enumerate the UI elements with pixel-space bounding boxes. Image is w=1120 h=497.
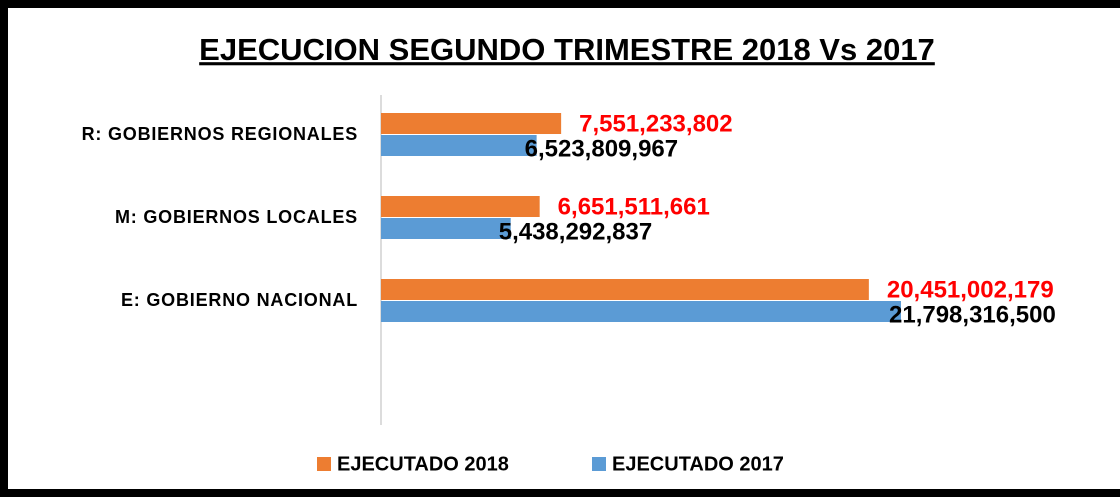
category-label: M: GOBIERNOS LOCALES [115,207,358,227]
bar [381,113,562,134]
legend-label: EJECUTADO 2018 [337,453,509,475]
legend-swatch [592,457,606,471]
category-label: R: GOBIERNOS REGIONALES [82,124,358,144]
bar [381,196,540,217]
bar [381,279,869,300]
legend-label: EJECUTADO 2017 [612,453,784,475]
value-label: 21,798,316,500 [889,301,1056,328]
bar [381,301,901,322]
category-label: E: GOBIERNO NACIONAL [121,290,358,310]
value-label: 6,651,511,661 [558,193,710,220]
bar [381,218,511,239]
legend-swatch [317,457,331,471]
chart-title: EJECUCION SEGUNDO TRIMESTRE 2018 Vs 2017 [199,32,935,67]
bar [381,135,537,156]
value-label: 7,551,233,802 [579,110,732,137]
value-label: 20,451,002,179 [887,276,1054,303]
value-label: 5,438,292,837 [499,218,652,245]
value-label: 6,523,809,967 [525,135,678,162]
